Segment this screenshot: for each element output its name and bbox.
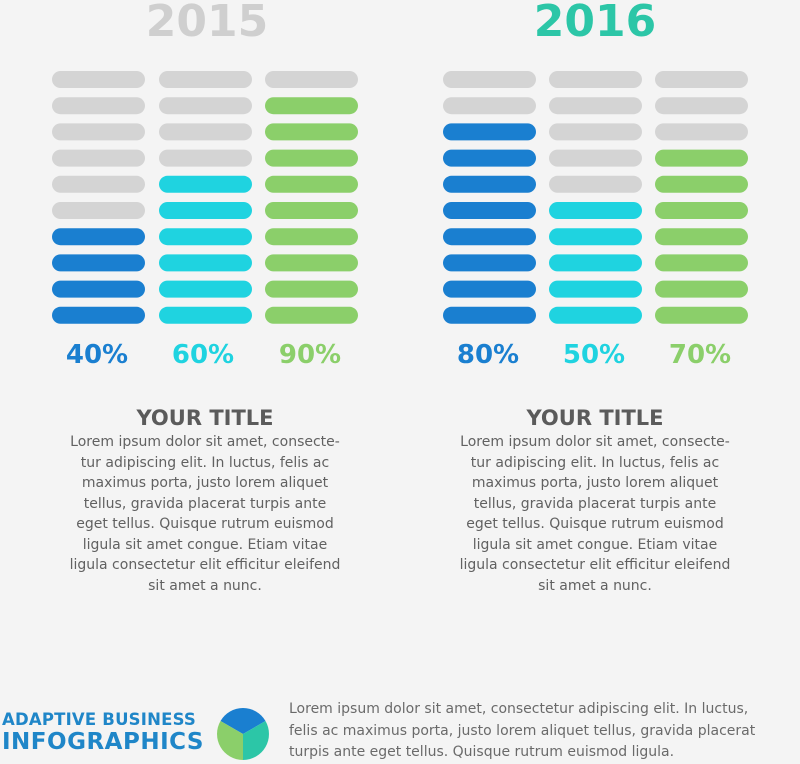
bar-segment-2016-1-4: [443, 228, 536, 246]
bar-segment-2016-1-10: [443, 71, 536, 88]
body-line: sit amet a nunc.: [538, 577, 652, 594]
bar-segment-2016-2-6: [549, 175, 642, 193]
body-line: tur adipiscing elit. In luctus, felis ac: [80, 454, 330, 471]
bar-segment-2016-1-9: [443, 97, 536, 115]
bar-segment-2015-3-8: [265, 123, 358, 141]
block-title-right: YOUR TITLE: [526, 406, 664, 430]
bar-segment-2015-3-3: [265, 254, 358, 272]
bar-segment-2015-1-8: [52, 123, 145, 141]
bar-segment-2015-2-6: [159, 175, 252, 193]
block-title-left: YOUR TITLE: [136, 406, 274, 430]
value-label-2016-2: 50%: [562, 340, 626, 370]
segmented-bar-charts: [52, 71, 748, 324]
bar-segment-2016-2-2: [549, 280, 642, 298]
bar-segment-2016-2-9: [549, 97, 642, 115]
logo-slice-blue: [220, 708, 266, 734]
logo-slice-green: [217, 721, 243, 760]
bar-segment-2015-3-2: [265, 280, 358, 298]
bar-segment-2015-1-2: [52, 280, 145, 298]
bar-segment-2016-1-8: [443, 123, 536, 141]
value-label-2016-3: 70%: [668, 340, 732, 370]
value-label-2015-3: 90%: [278, 340, 342, 370]
pie-logo-icon: [217, 708, 269, 760]
bar-segment-2015-1-10: [52, 71, 145, 88]
body-line: eget tellus. Quisque rutrum euismod: [466, 516, 724, 532]
bar-segment-2016-1-7: [443, 149, 536, 167]
body-line: tellus, gravida placerat turpis ante: [473, 495, 717, 512]
bar-segment-2016-3-3: [655, 254, 748, 272]
bar-segment-2016-2-3: [549, 254, 642, 272]
bar-segment-2015-2-9: [159, 97, 252, 115]
bar-segment-2016-3-5: [655, 202, 748, 219]
bar-segment-2015-1-3: [52, 254, 145, 272]
body-line: tur adipiscing elit. In luctus, felis ac: [470, 454, 720, 471]
bar-segment-2015-1-5: [52, 202, 145, 219]
bar-segment-2016-2-1: [549, 306, 642, 324]
bar-segment-2015-1-1: [52, 306, 145, 324]
bar-segment-2016-2-4: [549, 228, 642, 246]
bar-segment-2015-2-8: [159, 123, 252, 141]
bar-segment-2015-2-1: [159, 306, 252, 324]
bar-segment-2015-3-7: [265, 149, 358, 167]
bar-segment-2015-3-5: [265, 202, 358, 219]
bar-segment-2015-2-4: [159, 228, 252, 246]
value-label-2015-2: 60%: [171, 340, 235, 370]
bar-segment-2015-1-4: [52, 228, 145, 246]
body-line: maximus porta, justo lorem aliquet: [81, 475, 329, 491]
bar-segment-2016-2-5: [549, 202, 642, 219]
bar-segment-2015-2-5: [159, 202, 252, 219]
bar-segment-2015-1-9: [52, 97, 145, 115]
bar-segment-2016-3-6: [655, 175, 748, 193]
body-line: ligula sit amet congue. Etiam vitae: [472, 536, 718, 553]
body-line: tellus, gravida placerat turpis ante: [83, 495, 327, 512]
body-line: Lorem ipsum dolor sit amet, consecte-: [70, 434, 340, 450]
bar-segment-2015-2-10: [159, 71, 252, 88]
bar-segment-2015-2-7: [159, 149, 252, 167]
chart-title-2015: 2015: [145, 0, 269, 47]
bar-segment-2016-3-1: [655, 306, 748, 324]
bar-segment-2016-3-4: [655, 228, 748, 246]
bar-segment-2016-3-7: [655, 149, 748, 167]
bar-segment-2015-1-7: [52, 149, 145, 167]
bar-segment-2015-3-6: [265, 175, 358, 193]
bar-segment-2015-1-6: [52, 175, 145, 193]
footer-paragraph: Lorem ipsum dolor sit amet, consectetur …: [289, 699, 800, 764]
block-body-right: Lorem ipsum dolor sit amet, consecte- tu…: [425, 432, 765, 596]
bar-segment-2016-2-10: [549, 71, 642, 88]
brand-title-line1: ADAPTIVE BUSINESS: [2, 710, 197, 729]
bar-segment-2015-2-2: [159, 280, 252, 298]
brand-title-line2: INFOGRAPHICS: [2, 729, 204, 755]
body-line: sit amet a nunc.: [148, 577, 262, 594]
bar-segment-2016-3-2: [655, 280, 748, 298]
bar-segment-2016-1-2: [443, 280, 536, 298]
bar-segment-2016-1-1: [443, 306, 536, 324]
bar-segment-2016-1-5: [443, 202, 536, 219]
bar-segment-2015-2-3: [159, 254, 252, 272]
value-label-2016-1: 80%: [456, 340, 520, 370]
bar-segment-2016-1-3: [443, 254, 536, 272]
body-line: ligula consectetur elit efficitur eleife…: [69, 557, 341, 573]
bar-segment-2016-3-8: [655, 123, 748, 141]
bar-segment-2016-2-8: [549, 123, 642, 141]
footer-line: turpis ante eget tellus. Quisque rutrum …: [289, 744, 675, 760]
bar-segment-2016-1-6: [443, 175, 536, 193]
bar-segment-2016-3-10: [655, 71, 748, 88]
logo-slice-teal: [243, 721, 269, 760]
body-line: maximus porta, justo lorem aliquet: [471, 475, 719, 491]
footer-line: Lorem ipsum dolor sit amet, consectetur …: [289, 701, 749, 717]
block-body-left: Lorem ipsum dolor sit amet, consecte- tu…: [35, 432, 375, 596]
value-label-2015-1: 40%: [65, 340, 129, 370]
chart-title-2016: 2016: [533, 0, 657, 47]
bar-segment-2016-2-7: [549, 149, 642, 167]
body-line: Lorem ipsum dolor sit amet, consecte-: [460, 434, 730, 450]
bar-segment-2015-3-4: [265, 228, 358, 246]
body-line: eget tellus. Quisque rutrum euismod: [76, 516, 334, 532]
bar-segment-2015-3-9: [265, 97, 358, 115]
body-line: ligula sit amet congue. Etiam vitae: [82, 536, 328, 553]
bar-segment-2015-3-10: [265, 71, 358, 88]
bar-segment-2015-3-1: [265, 306, 358, 324]
footer-line: felis ac maximus porta, justo lorem aliq…: [289, 722, 756, 739]
body-line: ligula consectetur elit efficitur eleife…: [459, 557, 731, 573]
bar-segment-2016-3-9: [655, 97, 748, 115]
